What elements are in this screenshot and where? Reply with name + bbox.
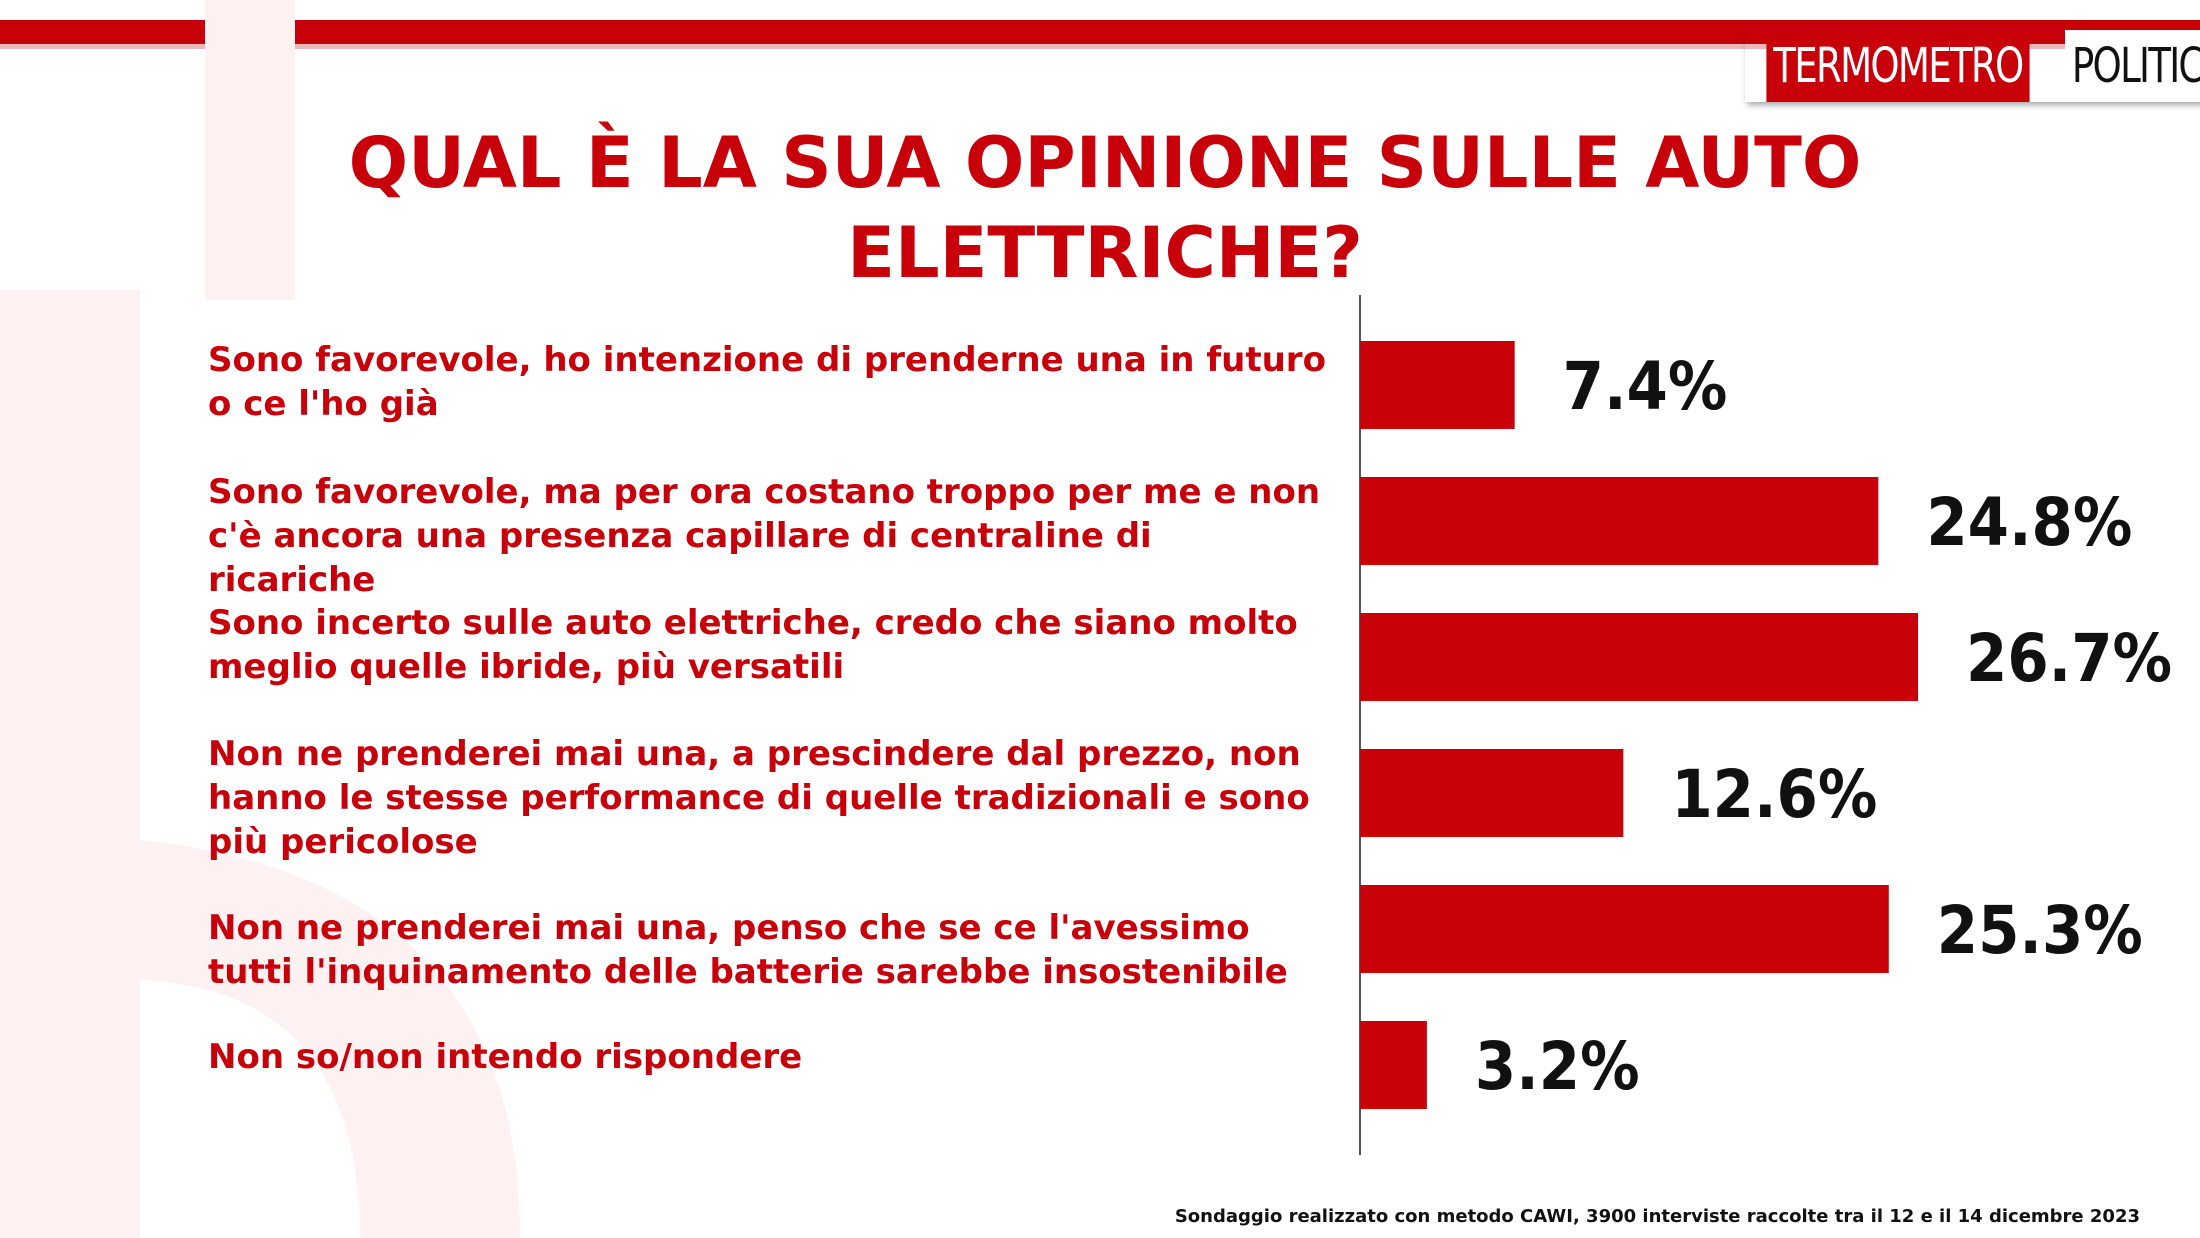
brand-logo-part1: TERMOMETRO xyxy=(1766,30,2030,102)
value-label-4: 12.6% xyxy=(1671,756,1877,833)
value-label-1: 7.4% xyxy=(1563,348,1728,425)
value-label-6: 3.2% xyxy=(1475,1028,1640,1105)
bar-1 xyxy=(1360,341,1515,429)
category-label-4: Non ne prenderei mai una, a prescindere … xyxy=(208,734,1310,862)
brand-logo-part2: POLITICO xyxy=(2064,30,2200,102)
bar-6 xyxy=(1360,1021,1427,1109)
survey-note: Sondaggio realizzato con metodo CAWI, 39… xyxy=(1174,1206,2140,1227)
category-label-3: Sono incerto sulle auto elettriche, cred… xyxy=(208,603,1298,687)
category-label-1: Sono favorevole, ho intenzione di prende… xyxy=(208,340,1326,424)
brand-logo: TERMOMETRO POLITICO xyxy=(1745,30,2200,102)
value-label-3: 26.7% xyxy=(1966,620,2172,697)
bar-2 xyxy=(1360,477,1879,565)
bar-5 xyxy=(1360,885,1889,973)
category-label-5: Non ne prenderei mai una, penso che se c… xyxy=(208,908,1288,992)
category-label-2: Sono favorevole, ma per ora costano trop… xyxy=(208,472,1321,600)
category-label-6: Non so/non intendo rispondere xyxy=(208,1037,803,1077)
value-label-2: 24.8% xyxy=(1926,484,2132,561)
watermark-logo xyxy=(0,0,520,1238)
bar-4 xyxy=(1360,749,1624,837)
top-stripe-shadow xyxy=(0,44,2200,49)
bar-3 xyxy=(1360,613,1919,701)
chart-title: QUAL È LA SUA OPINIONE SULLE AUTO ELETTR… xyxy=(348,122,1862,294)
value-label-5: 25.3% xyxy=(1937,892,2143,969)
